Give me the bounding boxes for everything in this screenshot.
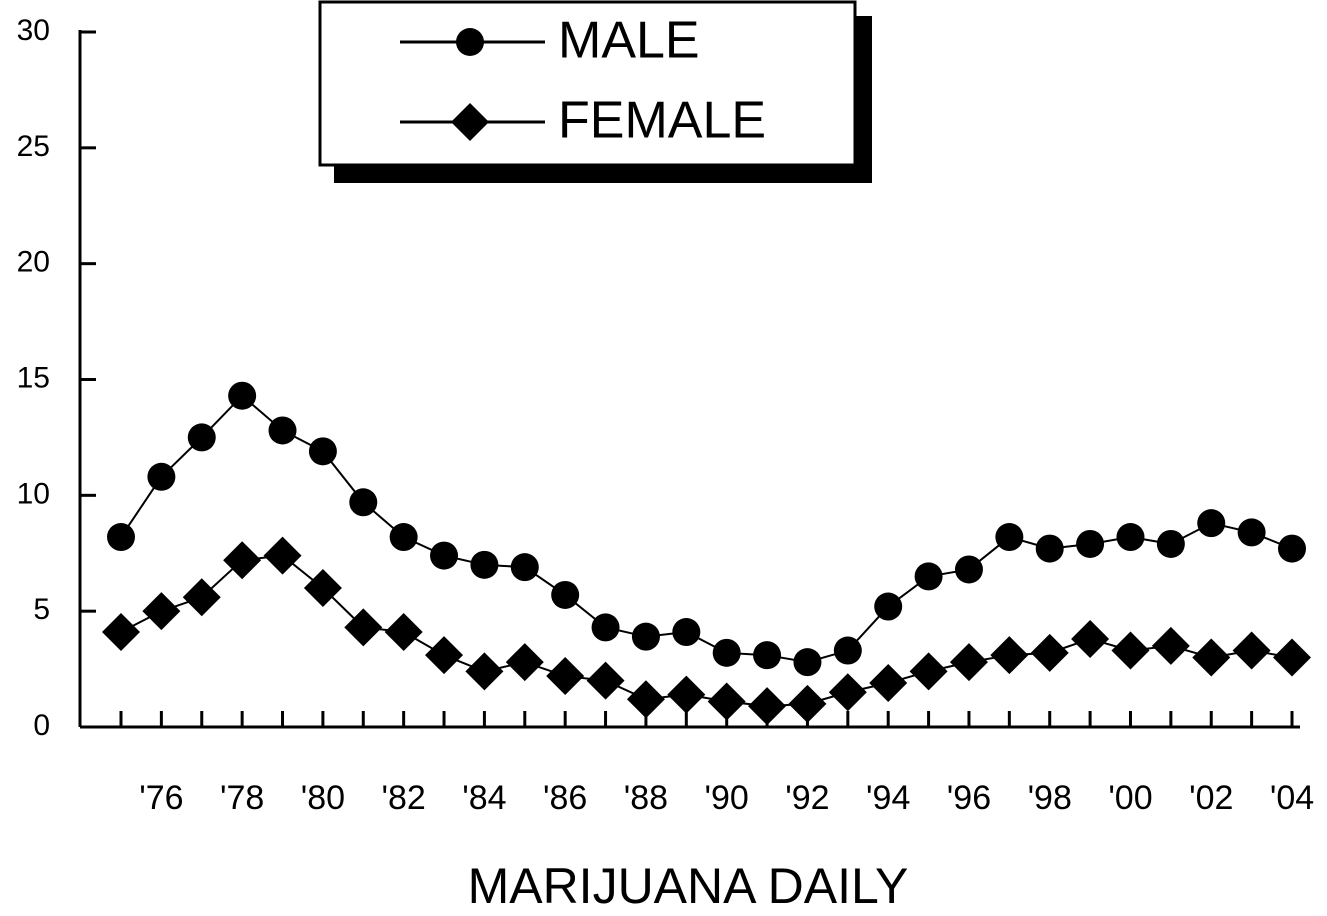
marker	[1116, 523, 1145, 552]
marker	[303, 569, 342, 607]
legend	[318, 0, 872, 183]
marker	[107, 523, 135, 552]
y-tick-label: 10	[17, 477, 50, 510]
x-tick-label: '76	[139, 779, 183, 817]
marker	[712, 638, 741, 667]
marker	[914, 562, 943, 591]
x-tick-label: '98	[1028, 779, 1072, 817]
x-tick-label: '96	[947, 779, 991, 817]
legend-marker	[456, 28, 484, 56]
marker	[672, 618, 701, 647]
marker	[268, 416, 297, 445]
marker	[949, 643, 988, 682]
marker	[626, 680, 665, 719]
x-tick-label: '82	[381, 779, 425, 817]
x-tick-label: '92	[785, 779, 829, 817]
marker	[1197, 509, 1226, 538]
marker	[1278, 534, 1306, 563]
marker	[591, 613, 620, 642]
marker	[1232, 631, 1271, 670]
marker	[586, 661, 625, 700]
marker	[1273, 638, 1311, 677]
marker	[1035, 534, 1064, 563]
marker	[470, 550, 499, 579]
x-tick-label: '86	[543, 779, 587, 817]
marker	[349, 488, 378, 517]
marker	[1151, 626, 1190, 665]
y-tick-label: 30	[17, 14, 50, 47]
legend-label: MALE	[558, 12, 700, 70]
marker	[707, 682, 746, 721]
marker	[667, 675, 706, 714]
marker	[142, 592, 181, 631]
marker	[510, 553, 539, 582]
marker	[425, 636, 464, 675]
marker	[874, 592, 903, 621]
y-tick-label: 0	[33, 709, 50, 742]
marker	[909, 652, 948, 691]
marker	[833, 636, 862, 665]
marker	[228, 381, 257, 410]
marker	[748, 687, 787, 726]
y-tick-label: 5	[33, 593, 50, 626]
marker	[1156, 529, 1185, 558]
series-line	[120, 394, 1293, 664]
marker	[384, 613, 423, 652]
marker	[147, 462, 176, 491]
marker	[1237, 518, 1266, 547]
x-tick-label: '04	[1270, 779, 1314, 817]
marker	[223, 541, 262, 580]
marker	[793, 648, 822, 677]
marker	[995, 523, 1024, 552]
marker	[990, 636, 1029, 675]
x-tick-label: '90	[705, 779, 749, 817]
marker	[551, 580, 580, 609]
x-tick-label: '78	[220, 779, 264, 817]
marker	[263, 536, 302, 575]
marker	[828, 673, 867, 712]
marker	[389, 523, 418, 552]
marker	[187, 423, 216, 452]
y-tick-label: 20	[17, 246, 50, 279]
marker	[869, 663, 908, 702]
marker	[344, 608, 383, 647]
x-tick-label: '94	[866, 779, 910, 817]
x-tick-label: '88	[624, 779, 668, 817]
marker	[1111, 631, 1150, 670]
x-tick-label: '02	[1189, 779, 1233, 817]
marker	[430, 541, 459, 570]
y-tick-label: 25	[17, 130, 50, 163]
marker	[1071, 619, 1110, 658]
legend-marker	[451, 103, 489, 141]
legend-box	[318, 0, 857, 167]
marker	[631, 622, 660, 651]
marker	[182, 578, 221, 617]
series-line	[120, 554, 1293, 708]
marker	[308, 437, 337, 466]
y-tick-label: 15	[17, 361, 50, 394]
marker	[954, 555, 983, 584]
x-tick-label: '00	[1108, 779, 1152, 817]
marker	[465, 652, 504, 691]
marker	[1192, 638, 1231, 677]
x-tick-label: '84	[462, 779, 506, 817]
marker	[505, 643, 544, 682]
marker	[1076, 529, 1105, 558]
marker	[102, 613, 140, 652]
x-axis-title: MARIJUANA DAILY	[468, 858, 909, 914]
marker	[546, 657, 585, 696]
marker	[788, 684, 827, 723]
legend-label: FEMALE	[558, 92, 766, 150]
marker	[1030, 633, 1069, 672]
x-tick-label: '80	[301, 779, 345, 817]
marker	[753, 641, 782, 670]
